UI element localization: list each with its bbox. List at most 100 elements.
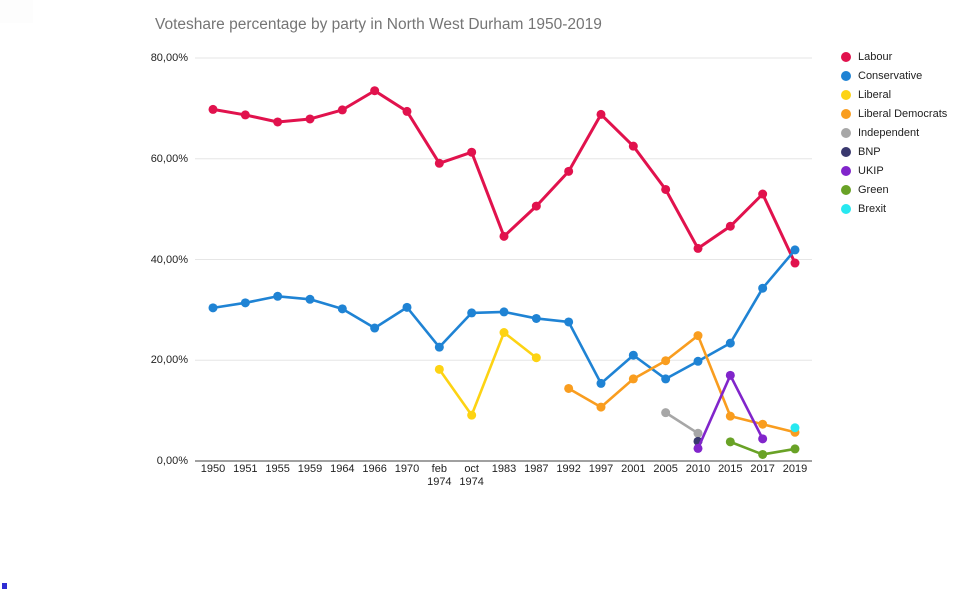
data-point-conservative-2015[interactable] [725,338,735,348]
data-point-labour-2010[interactable] [693,243,703,253]
data-point-conservative-1970[interactable] [402,302,412,312]
data-point-labour-1951[interactable] [240,110,250,120]
data-point-labour-1970[interactable] [402,106,412,116]
x-axis-tick-label: 2010 [685,463,711,475]
data-point-conservative-2001[interactable] [628,350,638,360]
data-point-conservative-2019[interactable] [790,245,800,255]
bottom-left-blue-mark [2,583,7,589]
data-point-labour-1964[interactable] [337,105,347,115]
legend-label: Green [858,183,889,196]
data-point-labour-1950[interactable] [208,104,218,114]
data-point-labour-2019[interactable] [790,258,800,268]
x-axis-tick-label: 1951 [233,463,258,475]
legend-item-independent[interactable]: Independent [841,124,947,143]
data-point-labour-oct-1974[interactable] [467,147,477,157]
legend-item-ukip[interactable]: UKIP [841,161,947,180]
data-point-liberal-1983[interactable] [499,328,509,338]
data-point-labour-2001[interactable] [628,141,638,151]
data-point-independent-2010[interactable] [693,428,703,438]
chart-legend: Labour Conservative Liberal Liberal Democra… [841,48,947,218]
x-axis-tick-label: 1970 [394,463,420,475]
data-point-conservative-1964[interactable] [337,304,347,314]
data-point-ukip-2017[interactable] [758,434,768,444]
data-point-labour-1959[interactable] [305,114,315,124]
legend-item-labour[interactable]: Labour [841,48,947,67]
legend-item-liberal[interactable]: Liberal [841,86,947,105]
data-point-liberal-democrats-2005[interactable] [661,356,671,366]
data-point-conservative-1983[interactable] [499,307,509,317]
y-axis-tick-label: 60,00% [150,152,188,165]
legend-label: Labour [858,51,893,64]
data-point-conservative-2017[interactable] [758,283,768,293]
data-point-liberal-democrats-1992[interactable] [564,383,574,393]
legend-label: BNP [858,145,881,158]
data-point-labour-2015[interactable] [725,221,735,231]
legend-item-brexit[interactable]: Brexit [841,199,947,218]
legend-label: Brexit [858,202,887,215]
legend-item-conservative[interactable]: Conservative [841,67,947,86]
data-point-conservative-1997[interactable] [596,378,606,388]
x-axis-tick-label: 2019 [782,463,808,475]
data-point-green-2019[interactable] [790,444,800,454]
data-point-labour-1997[interactable] [596,109,606,119]
data-point-liberal-1987[interactable] [531,353,541,363]
data-point-labour-1966[interactable] [370,86,380,96]
x-axis-tick-label: 1950 [200,463,226,475]
data-point-labour-feb-1974[interactable] [434,158,444,168]
x-axis-tick-label: 2005 [653,463,678,475]
data-point-conservative-1955[interactable] [273,291,283,301]
data-point-liberal-democrats-2001[interactable] [628,374,638,384]
data-point-liberal-democrats-2015[interactable] [725,411,735,421]
series-line-liberal-democrats [567,334,797,434]
x-axis-tick-label: 1997 [588,463,614,475]
data-point-independent-2005[interactable] [661,408,671,418]
data-point-green-2017[interactable] [758,449,768,459]
data-point-conservative-oct-1974[interactable] [467,308,477,318]
data-point-conservative-2010[interactable] [693,356,703,366]
x-axis-tick-label: 1964 [330,463,355,475]
x-axis-tick-label: 1992 [556,463,581,475]
data-point-liberal-democrats-2017[interactable] [758,419,768,429]
legend-item-green[interactable]: Green [841,180,947,199]
x-axis-tick-label: 2015 [718,463,743,475]
y-axis-tick-label: 40,00% [150,253,188,266]
data-point-conservative-1966[interactable] [370,323,380,333]
data-point-liberal-democrats-2010[interactable] [693,331,703,341]
data-point-liberal-feb-1974[interactable] [434,364,444,374]
data-point-labour-2017[interactable] [758,189,768,199]
legend-swatch-independent [841,128,851,138]
data-point-conservative-1950[interactable] [208,303,218,313]
legend-swatch-liberal [841,90,851,101]
data-point-brexit-2019[interactable] [790,423,800,433]
data-point-conservative-1959[interactable] [305,294,315,304]
legend-swatch-ukip [841,165,851,176]
legend-item-liberal-democrats[interactable]: Liberal Democrats [841,105,947,124]
x-axis-tick-label: 1955 [265,463,290,475]
x-axis-tick-label: oct 1974 [459,463,484,488]
data-point-green-2015[interactable] [725,437,735,447]
legend-swatch-brexit [841,203,851,214]
data-point-liberal-oct-1974[interactable] [467,410,477,420]
chart-title: Voteshare percentage by party in North W… [155,16,602,33]
data-point-conservative-1951[interactable] [240,298,250,308]
legend-label: Liberal Democrats [858,108,948,121]
data-point-conservative-feb-1974[interactable] [434,342,444,352]
data-point-labour-1992[interactable] [564,166,574,176]
data-point-labour-1983[interactable] [499,231,509,241]
legend-item-bnp[interactable]: BNP [841,142,947,161]
data-point-ukip-2010[interactable] [693,443,703,453]
x-axis-tick-label: feb 1974 [427,463,452,488]
data-point-labour-1987[interactable] [531,201,541,211]
data-point-ukip-2015[interactable] [725,370,735,380]
data-point-conservative-2005[interactable] [661,374,671,384]
legend-swatch-green [841,184,851,195]
data-point-liberal-democrats-1997[interactable] [596,402,606,412]
x-axis-tick-label: 1987 [524,463,549,475]
data-point-conservative-1987[interactable] [531,313,541,323]
legend-label: Liberal [858,89,892,102]
legend-swatch-conservative [841,71,851,82]
data-point-labour-2005[interactable] [661,184,671,194]
data-point-labour-1955[interactable] [273,117,283,127]
data-point-conservative-1992[interactable] [564,317,574,327]
